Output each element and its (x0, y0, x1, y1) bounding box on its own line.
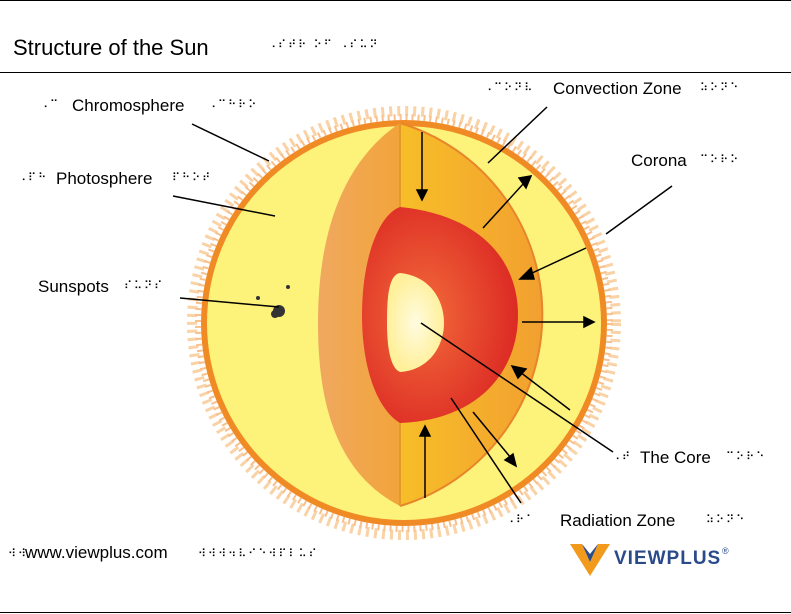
convection-braille-right: ⠵⠕⠝⠑ (700, 81, 741, 94)
corona-braille: ⠉⠕⠗⠕ (700, 153, 741, 166)
leader-lines (172, 106, 673, 504)
label-radiation-zone: Radiation Zone (560, 511, 676, 530)
radiation-braille-left: ⠠⠗⠁ (506, 513, 537, 526)
corona-flares (187, 106, 621, 540)
label-sunspots: Sunspots (38, 277, 109, 296)
label-convection-zone: Convection Zone (553, 79, 682, 98)
sunspots-shape (256, 285, 290, 318)
convection-braille-left: ⠠⠉⠕⠝⠧ (484, 81, 535, 94)
title-braille: ⠠⠎⠞⠗ ⠕⠋ ⠠⠎⠥⠝ (268, 38, 380, 51)
photosphere-braille-right: ⠏⠓⠕⠞ (172, 171, 213, 184)
cutaway-face (318, 123, 400, 506)
core-braille-right: ⠉⠕⠗⠑ (726, 450, 767, 463)
top-border (0, 0, 791, 1)
core-braille-left: ⠠⠞ (612, 450, 633, 463)
photosphere-braille-left: ⠠⠏⠓ (18, 171, 49, 184)
label-photosphere: Photosphere (56, 169, 153, 188)
logo-registered-mark: ® (722, 546, 729, 556)
label-chromosphere: Chromosphere (72, 96, 185, 115)
sunspots-braille: ⠎⠥⠝⠎ (124, 279, 165, 292)
url-braille-left: ⠺⠺ (8, 547, 29, 560)
viewplus-logo: VIEWPLUS ® (570, 542, 740, 578)
radiation-braille-right: ⠵⠕⠝⠑ (706, 513, 747, 526)
title-divider (0, 72, 791, 73)
viewplus-logo-mark-icon (570, 544, 610, 576)
core-shape (387, 273, 444, 372)
url-braille-right: ⠺⠺⠺⠲⠧⠊⠑⠺⠏⠇⠥⠎ (198, 547, 319, 560)
bottom-border (0, 612, 791, 613)
convection-arrows (415, 132, 596, 498)
label-core: The Core (640, 448, 711, 467)
label-corona: Corona (631, 151, 687, 170)
logo-text: VIEWPLUS (614, 548, 722, 569)
page-title: Structure of the Sun (13, 35, 209, 60)
chromosphere-braille-right: ⠠⠉⠓⠗⠕ (208, 98, 259, 111)
footer-url[interactable]: www.viewplus.com (25, 543, 168, 562)
chromosphere-braille-left: ⠠⠉ (40, 98, 61, 111)
